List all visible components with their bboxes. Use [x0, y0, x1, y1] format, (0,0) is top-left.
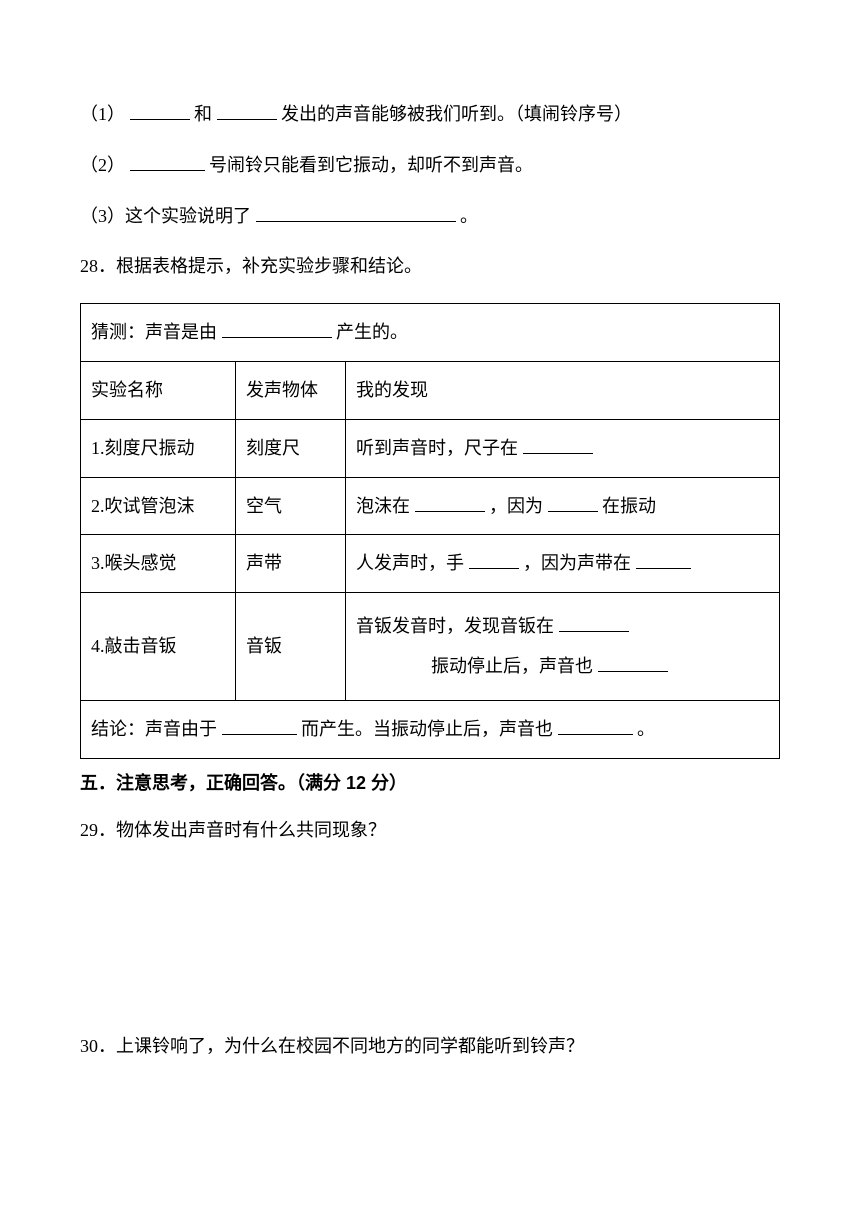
- q30-text: 上课铃响了，为什么在校园不同地方的同学都能听到铃声？: [116, 1036, 584, 1056]
- row2-suffix: 在振动: [602, 496, 656, 516]
- table-row: 3.喉头感觉 声带 人发声时，手 ，因为声带在: [81, 535, 780, 593]
- header-col3: 我的发现: [346, 361, 780, 419]
- row1-col3-prefix: 听到声音时，尺子在: [356, 438, 518, 458]
- blank: [256, 204, 456, 222]
- blank: [548, 494, 598, 512]
- row2-col3: 泡沫在 ，因为 在振动: [346, 477, 780, 535]
- q1-text1: 和: [194, 104, 212, 124]
- experiment-table: 猜测：声音是由 产生的。 实验名称 发声物体 我的发现 1.刻度尺振动 刻度尺 …: [80, 303, 780, 759]
- row3-col2: 声带: [236, 535, 346, 593]
- conclusion-mid: 而产生。当振动停止后，声音也: [301, 719, 553, 739]
- q28-text: 根据表格提示，补充实验步骤和结论。: [116, 256, 422, 276]
- question-28: 28．根据表格提示，补充实验步骤和结论。: [80, 252, 780, 281]
- q30-number: 30．: [80, 1036, 116, 1056]
- q1-prefix: （1）: [80, 104, 125, 124]
- q29-text: 物体发出声音时有什么共同现象？: [116, 820, 386, 840]
- blank: [469, 551, 519, 569]
- guess-row: 猜测：声音是由 产生的。: [81, 304, 780, 362]
- q29-number: 29．: [80, 820, 116, 840]
- row4-col1: 4.敲击音钣: [81, 593, 236, 701]
- section-5-title: 五．注意思考，正确回答。（满分 12 分）: [80, 769, 780, 798]
- table-row: 1.刻度尺振动 刻度尺 听到声音时，尺子在: [81, 419, 780, 477]
- table-row: 2.吹试管泡沫 空气 泡沫在 ，因为 在振动: [81, 477, 780, 535]
- blank: [222, 717, 297, 735]
- conclusion-row: 结论：声音由于 而产生。当振动停止后，声音也 。: [81, 701, 780, 759]
- blank: [558, 717, 633, 735]
- table-row: 结论：声音由于 而产生。当振动停止后，声音也 。: [81, 701, 780, 759]
- question-3: （3）这个实验说明了 。: [80, 202, 780, 231]
- header-col2: 发声物体: [236, 361, 346, 419]
- table-row: 4.敲击音钣 音钣 音钣发音时，发现音钣在 振动停止后，声音也: [81, 593, 780, 701]
- row2-prefix: 泡沫在: [356, 496, 410, 516]
- blank: [636, 551, 691, 569]
- q3-prefix: （3）这个实验说明了: [80, 206, 251, 226]
- row4-col3: 音钣发音时，发现音钣在 振动停止后，声音也: [346, 593, 780, 701]
- answer-space: [80, 867, 780, 1032]
- guess-prefix: 猜测：声音是由: [91, 322, 217, 342]
- q28-number: 28．: [80, 256, 116, 276]
- table-row: 实验名称 发声物体 我的发现: [81, 361, 780, 419]
- blank: [222, 320, 332, 338]
- q2-prefix: （2）: [80, 155, 125, 175]
- blank: [130, 102, 190, 120]
- blank: [217, 102, 277, 120]
- row3-col1: 3.喉头感觉: [81, 535, 236, 593]
- row2-col2: 空气: [236, 477, 346, 535]
- blank: [415, 494, 485, 512]
- row3-prefix: 人发声时，手: [356, 553, 464, 573]
- row4-line1-prefix: 音钣发音时，发现音钣在: [356, 616, 554, 636]
- row3-col3: 人发声时，手 ，因为声带在: [346, 535, 780, 593]
- table-row: 猜测：声音是由 产生的。: [81, 304, 780, 362]
- blank: [130, 153, 205, 171]
- row1-col3: 听到声音时，尺子在: [346, 419, 780, 477]
- blank: [598, 654, 668, 672]
- row2-mid: ，因为: [489, 496, 543, 516]
- question-1: （1） 和 发出的声音能够被我们听到。（填闹铃序号）: [80, 100, 780, 129]
- row4-line2-prefix: 振动停止后，声音也: [431, 656, 593, 676]
- q2-text: 号闹铃只能看到它振动，却听不到声音。: [209, 155, 533, 175]
- question-2: （2） 号闹铃只能看到它振动，却听不到声音。: [80, 151, 780, 180]
- q1-text2: 发出的声音能够被我们听到。（填闹铃序号）: [281, 104, 632, 124]
- row3-mid: ，因为声带在: [523, 553, 631, 573]
- question-29: 29．物体发出声音时有什么共同现象？: [80, 816, 780, 845]
- guess-suffix: 产生的。: [336, 322, 408, 342]
- header-col1: 实验名称: [81, 361, 236, 419]
- row1-col1: 1.刻度尺振动: [81, 419, 236, 477]
- row4-col2: 音钣: [236, 593, 346, 701]
- question-30: 30．上课铃响了，为什么在校园不同地方的同学都能听到铃声？: [80, 1032, 780, 1061]
- row4-line1: 音钣发音时，发现音钣在: [356, 607, 769, 647]
- blank: [559, 614, 629, 632]
- row4-line2: 振动停止后，声音也: [356, 647, 769, 687]
- conclusion-suffix: 。: [637, 719, 655, 739]
- conclusion-prefix: 结论：声音由于: [91, 719, 217, 739]
- q3-suffix: 。: [460, 206, 478, 226]
- row1-col2: 刻度尺: [236, 419, 346, 477]
- row2-col1: 2.吹试管泡沫: [81, 477, 236, 535]
- blank: [523, 436, 593, 454]
